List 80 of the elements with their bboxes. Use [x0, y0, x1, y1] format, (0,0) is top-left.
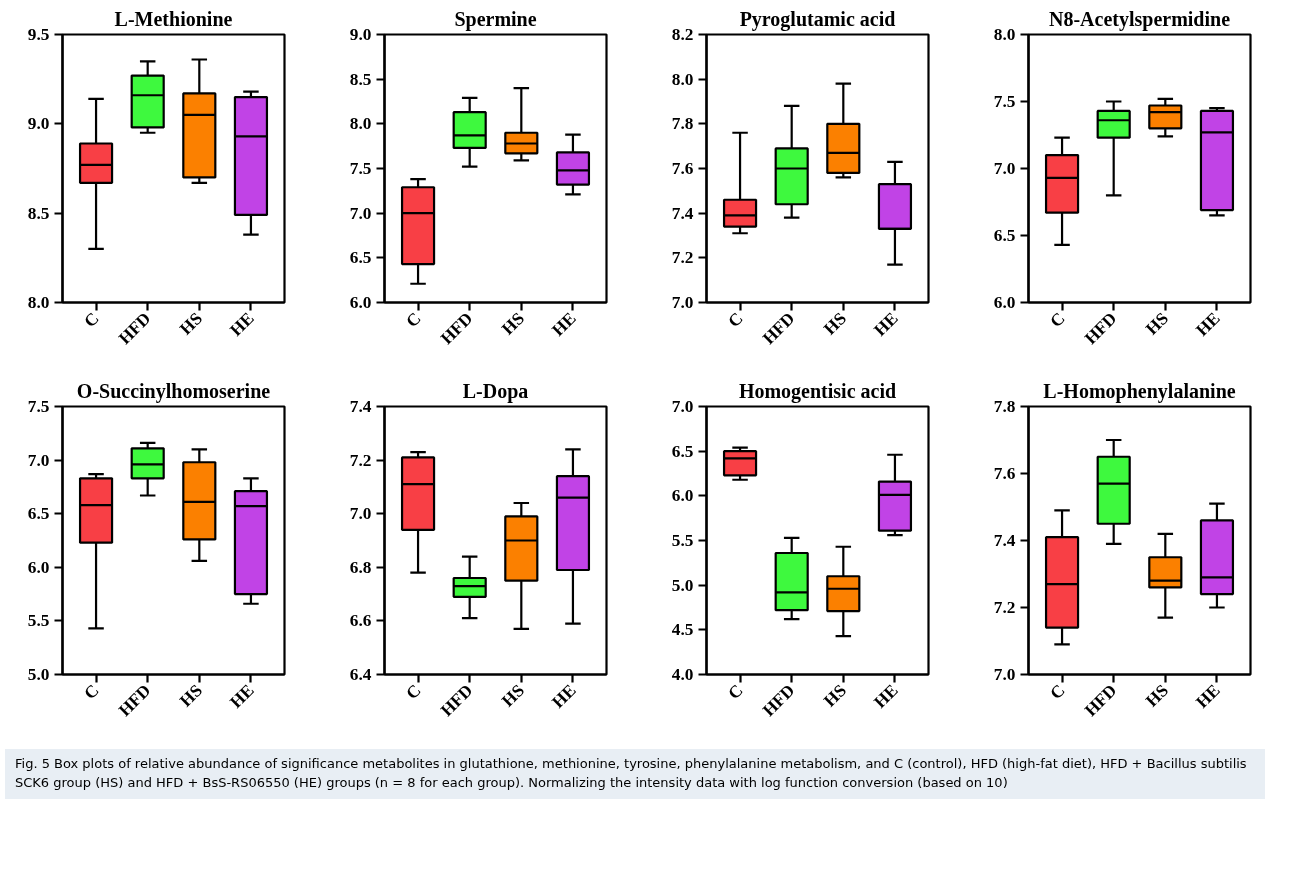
y-tick-label: 7.5	[993, 92, 1016, 111]
y-tick-label: 7.0	[349, 203, 372, 223]
chart-title: Homogentisic acid	[738, 379, 897, 403]
x-tick-label: HS	[176, 308, 207, 339]
y-tick-label: 6.5	[671, 441, 694, 461]
x-tick-label: C	[1046, 680, 1069, 704]
y-tick-label: 4.5	[671, 620, 694, 640]
y-tick-label: 7.6	[671, 159, 694, 178]
chart-title: N8-Acetylspermidine	[1048, 7, 1231, 31]
x-tick-label: C	[402, 680, 425, 704]
x-tick-label: C	[80, 308, 103, 332]
y-tick-label: 7.4	[993, 531, 1016, 550]
y-tick-label: 6.5	[349, 248, 372, 268]
y-tick-label: 6.0	[349, 293, 372, 312]
y-tick-label: 4.0	[671, 665, 694, 684]
y-tick-label: 6.5	[993, 226, 1016, 245]
x-tick-label: HS	[1142, 308, 1173, 339]
x-tick-label: C	[402, 308, 425, 332]
y-tick-label: 7.2	[993, 598, 1016, 617]
chart-title: L-Methionine	[114, 7, 233, 30]
x-tick-label: HS	[820, 308, 851, 339]
y-tick-label: 7.0	[671, 293, 694, 312]
x-tick-label: HE	[548, 308, 580, 340]
y-tick-label: 7.0	[993, 159, 1016, 178]
x-tick-label: C	[80, 680, 103, 704]
x-tick-label: C	[724, 308, 747, 332]
x-tick-label: HE	[1192, 308, 1224, 340]
chart-title: Spermine	[454, 7, 537, 31]
y-tick-label: 9.5	[27, 25, 50, 44]
y-tick-label: 6.0	[27, 557, 50, 577]
y-tick-label: 7.0	[671, 397, 694, 416]
y-tick-label: 7.2	[349, 450, 372, 470]
y-tick-label: 7.2	[671, 248, 694, 268]
x-tick-label: HS	[176, 680, 207, 711]
y-tick-label: 7.5	[27, 397, 50, 416]
y-tick-label: 7.6	[993, 464, 1016, 483]
y-tick-label: 6.6	[349, 611, 372, 631]
y-tick-label: 6.5	[27, 504, 50, 524]
chart-title: L-Homophenylalanine	[1043, 379, 1236, 403]
y-tick-label: 7.0	[349, 504, 372, 524]
y-tick-label: 8.0	[27, 293, 50, 312]
y-tick-label: 7.8	[993, 397, 1016, 416]
y-tick-label: 8.5	[349, 69, 372, 89]
x-tick-label: HE	[1192, 680, 1224, 712]
chart-title: Pyroglutamic acid	[739, 7, 896, 31]
y-tick-label: 9.0	[349, 25, 372, 44]
y-tick-label: 7.4	[671, 203, 694, 223]
x-tick-label: HE	[548, 680, 580, 712]
x-tick-label: HE	[226, 680, 258, 712]
caption: Fig. 5 Box plots of relative abundance of significance metabolites in glutathione, methionine, tyrosine, phenylalanine metabolism, and C (control), HFD (high-fat diet), HFD + Bacillus subtilis SCK6 group (HS) and HFD + BsS-RS06550 (HE) groups (n = 8 for each group). Normalizing the intensity data with log function conversion (based on 10)	[5, 749, 1265, 799]
y-tick-label: 8.0	[671, 69, 694, 89]
x-tick-label: HE	[870, 680, 902, 712]
y-tick-label: 6.8	[349, 557, 372, 577]
y-tick-label: 8.0	[349, 114, 372, 134]
x-tick-label: C	[724, 680, 747, 704]
x-tick-label: HS	[1142, 680, 1173, 711]
x-tick-label: HS	[820, 680, 851, 711]
x-tick-label: HE	[226, 308, 258, 340]
y-tick-label: 6.0	[993, 293, 1016, 312]
y-tick-label: 6.0	[671, 486, 694, 506]
y-tick-label: 6.4	[349, 665, 372, 684]
y-tick-label: 5.0	[27, 665, 50, 684]
y-tick-label: 5.5	[671, 531, 694, 550]
y-tick-label: 5.0	[671, 575, 694, 595]
y-tick-label: 9.0	[27, 114, 50, 134]
x-tick-label: HS	[498, 308, 529, 339]
chart-title: O-Succinylhomoserine	[76, 379, 271, 403]
y-tick-label: 7.0	[27, 450, 50, 470]
y-tick-label: 7.8	[671, 114, 694, 134]
x-tick-label: HS	[498, 680, 529, 711]
y-tick-label: 7.5	[349, 159, 372, 178]
y-tick-label: 7.4	[349, 397, 372, 416]
y-tick-label: 8.2	[671, 25, 694, 44]
y-tick-label: 8.0	[993, 25, 1016, 44]
y-tick-label: 8.5	[27, 203, 50, 223]
x-tick-label: C	[1046, 308, 1069, 332]
y-tick-label: 7.0	[993, 665, 1016, 684]
x-tick-label: HE	[870, 308, 902, 340]
chart-title: L-Dopa	[462, 379, 529, 403]
y-tick-label: 5.5	[27, 611, 50, 631]
